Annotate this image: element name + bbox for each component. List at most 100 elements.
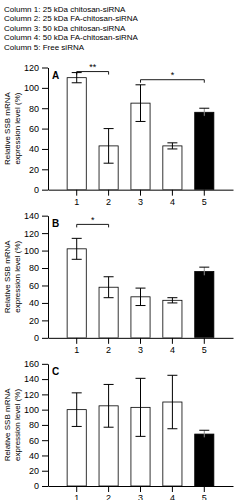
- tick-mark: [42, 320, 48, 321]
- error-bar: [72, 393, 82, 427]
- tick-mark: [108, 338, 109, 344]
- y-tick: 20: [29, 466, 48, 476]
- y-tick: 100: [24, 405, 48, 415]
- x-tick: 4: [170, 486, 175, 500]
- error-bar-stem: [204, 267, 205, 276]
- tick-mark: [42, 338, 48, 339]
- tick-mark: [172, 190, 173, 196]
- y-tick: 40: [29, 451, 48, 461]
- tick-mark: [42, 268, 48, 269]
- tick-label: 4: [170, 197, 175, 207]
- error-bar: [199, 108, 209, 116]
- y-tick: 20: [29, 316, 48, 326]
- plot-area: [67, 73, 214, 190]
- tick-mark: [42, 379, 48, 380]
- error-bar-cap: [199, 437, 209, 438]
- tick-label: 1: [74, 197, 79, 207]
- tick-mark: [42, 285, 48, 286]
- y-axis-title-line: Relative SSB mRNA: [3, 240, 12, 314]
- error-bar-cap: [104, 128, 114, 129]
- error-bar-cap: [104, 297, 114, 298]
- tick-mark: [42, 149, 48, 150]
- tick-mark: [42, 68, 48, 69]
- legend-text: Column 1: 25 kDa chitosan-siRNA: [4, 5, 126, 14]
- error-bar-cap: [167, 428, 177, 429]
- y-tick: 40: [29, 144, 48, 154]
- tick-mark: [76, 338, 77, 344]
- y-tick: 80: [29, 263, 48, 273]
- error-bar-cap: [167, 302, 177, 303]
- tick-label: 2: [106, 493, 111, 500]
- tick-mark: [140, 338, 141, 344]
- axis-line: [48, 364, 49, 486]
- error-bar: [104, 129, 114, 164]
- error-bar-stem: [204, 430, 205, 438]
- tick-mark: [42, 233, 48, 234]
- tick-mark: [172, 338, 173, 344]
- bar: [67, 249, 86, 338]
- tick-label: 60: [29, 436, 39, 446]
- error-bar: [104, 277, 114, 298]
- error-bar: [167, 298, 177, 303]
- tick-mark: [204, 190, 205, 196]
- error-bar-stem: [204, 108, 205, 116]
- error-bar-cap: [167, 142, 177, 143]
- error-bar-cap: [104, 427, 114, 428]
- legend-text: Column 4: 50 kDa FA-chitosan-siRNA: [4, 33, 138, 42]
- y-tick: 120: [24, 63, 48, 73]
- tick-label: 60: [29, 281, 39, 291]
- tick-mark: [172, 486, 173, 492]
- tick-label: 4: [170, 493, 175, 500]
- y-axis-title: Relative SSB mRNAexpression level (%): [3, 240, 22, 314]
- tick-label: 1: [74, 345, 79, 355]
- tick-label: 4: [170, 345, 175, 355]
- y-tick: 140: [24, 374, 48, 384]
- legend-text: Column 3: 50 kDa chitosan-siRNA: [4, 24, 126, 33]
- tick-label: 160: [24, 359, 39, 369]
- x-tick: 3: [138, 338, 143, 355]
- error-bar: [136, 288, 146, 305]
- y-tick: 20: [29, 165, 48, 175]
- x-axis: 12345: [49, 190, 234, 207]
- tick-mark: [42, 88, 48, 89]
- tick-mark: [140, 190, 141, 196]
- y-tick: 60: [29, 281, 48, 291]
- axis-line: [48, 216, 49, 338]
- tick-mark: [42, 364, 48, 365]
- error-bar: [72, 238, 82, 259]
- plot-area: [67, 238, 214, 337]
- error-bar-cap: [136, 436, 146, 437]
- x-tick: 1: [74, 190, 79, 207]
- error-bar-cap: [136, 378, 146, 379]
- x-tick: 4: [170, 190, 175, 207]
- y-axis-title-line: Relative SSB mRNA: [3, 388, 12, 462]
- y-tick: 100: [24, 83, 48, 93]
- tick-label: 1: [74, 493, 79, 500]
- error-bar: [136, 378, 146, 436]
- tick-label: 140: [24, 211, 39, 221]
- chart: Column 1: 25 kDa chitosan-siRNAColumn 2:…: [0, 0, 241, 500]
- error-bar-cap: [104, 276, 114, 277]
- x-tick: 2: [106, 486, 111, 500]
- tick-mark: [42, 425, 48, 426]
- y-axis-title: Relative SSB mRNAexpression level (%): [3, 388, 22, 462]
- tick-label: 40: [29, 298, 39, 308]
- error-bar: [199, 267, 209, 276]
- error-bar-cap: [72, 392, 82, 393]
- error-bar-cap: [72, 82, 82, 83]
- y-tick: 100: [24, 246, 48, 256]
- legend-text: Column 2: 25 kDa FA-chitosan-siRNA: [4, 14, 138, 23]
- tick-label: 20: [29, 466, 39, 476]
- tick-label: 120: [24, 390, 39, 400]
- y-axis: 020406080100120140: [24, 211, 49, 343]
- tick-label: 100: [24, 405, 39, 415]
- y-axis: 020406080100120: [24, 63, 49, 195]
- tick-label: 40: [29, 451, 39, 461]
- error-bar-stem: [76, 393, 77, 427]
- error-bar-cap: [136, 305, 146, 306]
- error-bar-cap: [72, 238, 82, 239]
- error-bar-cap: [72, 259, 82, 260]
- tick-label: 20: [29, 316, 39, 326]
- tick-label: 60: [29, 124, 39, 134]
- x-tick: 1: [74, 486, 79, 500]
